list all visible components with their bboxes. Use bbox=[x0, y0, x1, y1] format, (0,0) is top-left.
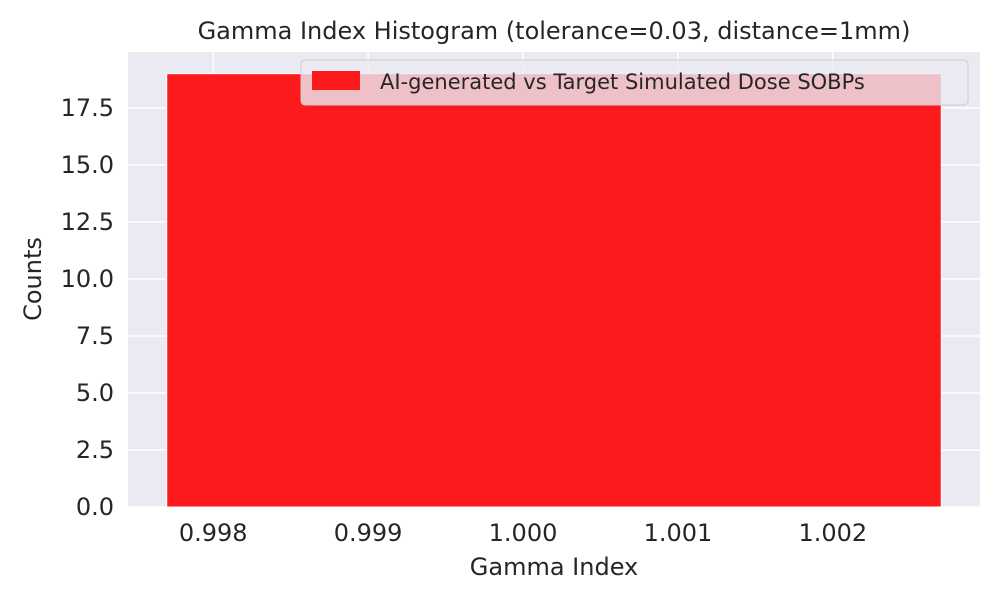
y-axis-ticks: 0.0 2.5 5.0 7.5 10.0 12.5 15.0 17.5 bbox=[61, 94, 114, 521]
x-tick-label: 0.998 bbox=[179, 519, 248, 547]
x-tick-label: 1.001 bbox=[644, 519, 713, 547]
chart-title: Gamma Index Histogram (tolerance=0.03, d… bbox=[198, 17, 911, 45]
histogram-bars bbox=[166, 73, 942, 508]
y-tick-label: 17.5 bbox=[61, 94, 114, 122]
x-tick-label: 0.999 bbox=[334, 519, 403, 547]
y-tick-label: 2.5 bbox=[76, 436, 114, 464]
x-tick-label: 1.002 bbox=[798, 519, 867, 547]
legend-swatch bbox=[312, 71, 360, 90]
y-tick-label: 5.0 bbox=[76, 379, 114, 407]
y-tick-label: 12.5 bbox=[61, 208, 114, 236]
x-tick-label: 1.000 bbox=[489, 519, 558, 547]
legend-frame bbox=[300, 59, 969, 106]
y-tick-label: 7.5 bbox=[76, 322, 114, 350]
histogram-bar bbox=[166, 73, 942, 508]
y-tick-label: 0.0 bbox=[76, 493, 114, 521]
y-axis-label: Counts bbox=[19, 237, 47, 321]
y-tick-label: 10.0 bbox=[61, 265, 114, 293]
legend-label: AI-generated vs Target Simulated Dose SO… bbox=[380, 70, 865, 94]
legend: AI-generated vs Target Simulated Dose SO… bbox=[300, 59, 969, 106]
y-tick-label: 15.0 bbox=[61, 151, 114, 179]
x-axis-label: Gamma Index bbox=[470, 553, 638, 581]
x-axis-ticks: 0.998 0.999 1.000 1.001 1.002 bbox=[179, 519, 867, 547]
